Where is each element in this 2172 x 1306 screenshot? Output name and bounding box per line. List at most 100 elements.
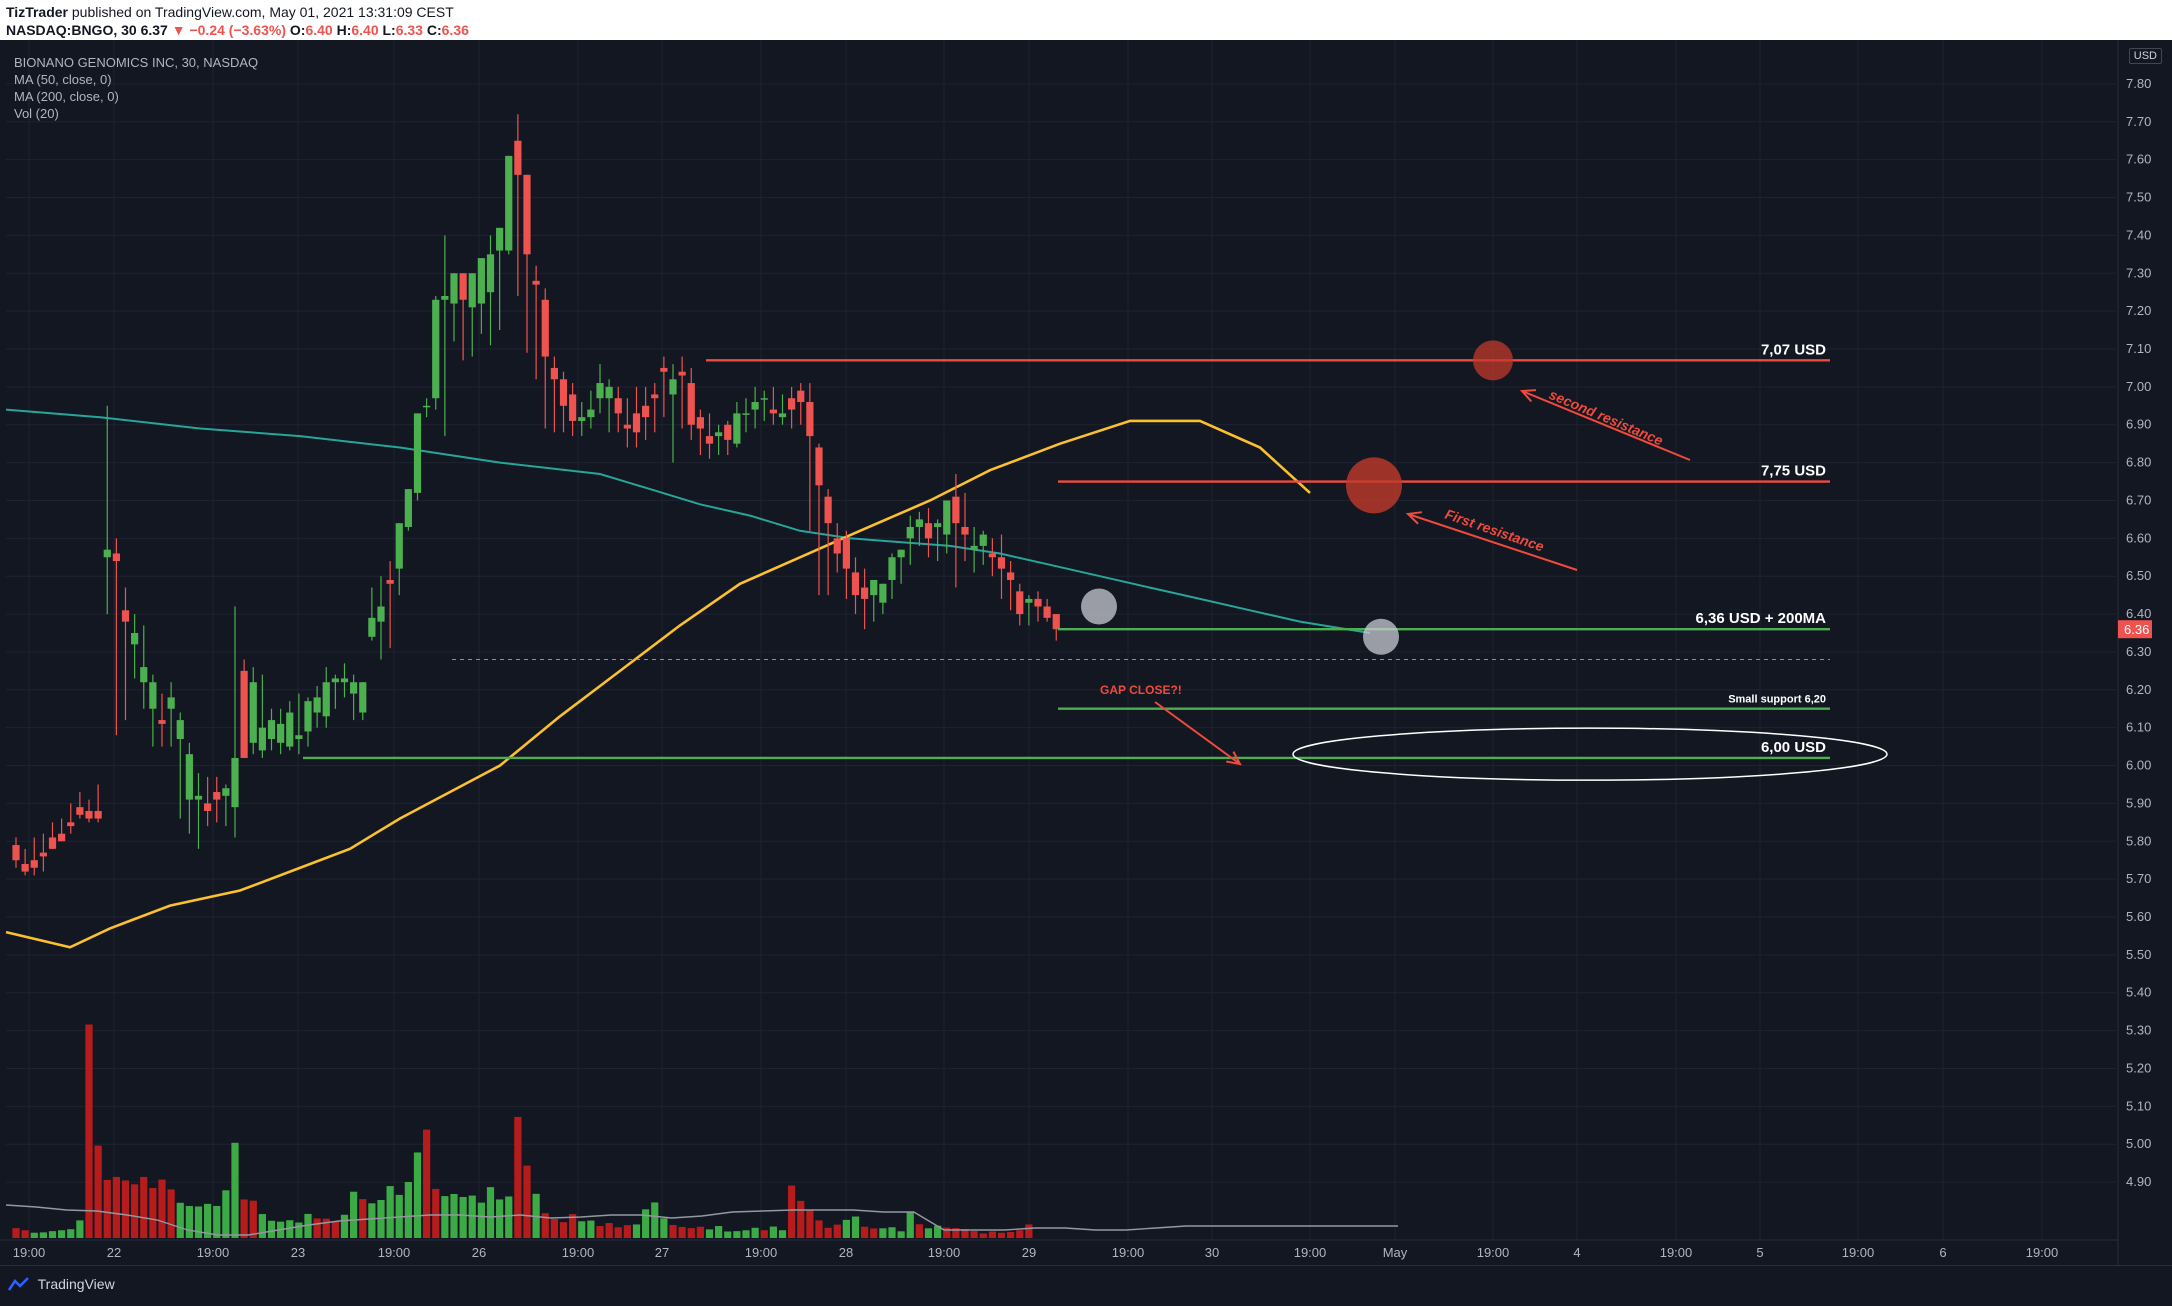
candle-body [204, 803, 212, 811]
volume-bar [870, 1228, 878, 1238]
volume-bar [258, 1214, 266, 1238]
legend-ma200[interactable]: MA (200, close, 0) [14, 89, 119, 104]
volume-bar [76, 1220, 84, 1238]
publisher-name[interactable]: TizTrader [6, 4, 68, 20]
candle-body [541, 299, 549, 357]
candle-body [979, 534, 987, 546]
price-tick-label: 5.20 [2126, 1060, 2151, 1075]
candle-body [742, 413, 750, 415]
candle-body [669, 379, 677, 395]
candle-body [915, 519, 923, 527]
chart-pane[interactable]: 4.90 5.00 5.10 5.20 5.30 5.40 5.50 5.60 5.70 5.80… [0, 40, 2172, 1265]
price-change: −0.24 (−3.63%) [189, 22, 286, 38]
volume-bar [915, 1224, 923, 1238]
second-resistance-arrow-head [1519, 389, 1537, 403]
time-tick-label: 19:00 [378, 1245, 411, 1260]
candle-body [797, 390, 805, 403]
candle-body [924, 523, 933, 539]
price-chart[interactable]: 4.90 5.00 5.10 5.20 5.30 5.40 5.50 5.60 5.70 5.80… [0, 40, 2172, 1265]
time-tick-label: 28 [839, 1245, 853, 1260]
ohlc-high-key: H: [336, 22, 352, 38]
support-touch-marker [1363, 618, 1399, 655]
price-tick-label: 7.30 [2126, 265, 2151, 280]
volume-bar [578, 1221, 586, 1238]
time-tick-label: 19:00 [2026, 1245, 2059, 1260]
candle-body [48, 837, 57, 849]
time-tick-label: 19:00 [1294, 1245, 1327, 1260]
candle-body [550, 367, 558, 380]
time-tick-label: 26 [472, 1245, 486, 1260]
price-tick-label: 5.60 [2126, 909, 2151, 924]
candle-body [632, 413, 641, 433]
candle-body [614, 398, 622, 414]
footer-bar: TradingView [0, 1265, 2172, 1306]
time-tick-label: 19:00 [1112, 1245, 1145, 1260]
volume-bar [468, 1195, 476, 1238]
volume-bar [331, 1221, 339, 1238]
candle-body [441, 295, 449, 300]
candle-body [121, 610, 130, 622]
candle-body [12, 845, 20, 861]
volume-bar [340, 1214, 349, 1238]
volume-bar [112, 1176, 120, 1238]
volume-bar [523, 1165, 531, 1238]
volume-bar [833, 1224, 841, 1238]
candle-body [286, 712, 294, 747]
candle-body [131, 633, 139, 645]
volume-bar [642, 1209, 650, 1238]
second-resistance-marker [1473, 340, 1513, 381]
volume-bar [505, 1196, 513, 1238]
publish-text: published on TradingView.com, May 01, 20… [71, 4, 454, 20]
candle-body [1016, 591, 1024, 615]
volume-bar [705, 1229, 714, 1238]
volume-bar [1025, 1224, 1033, 1238]
volume-bar [733, 1231, 741, 1238]
publish-header: TizTrader published on TradingView.com, … [0, 0, 2172, 40]
volume-bar [842, 1219, 850, 1238]
ohlc-close-value: 6.36 [441, 22, 469, 38]
volume-bar [952, 1228, 960, 1238]
volume-bar [715, 1226, 723, 1238]
volume-bar [687, 1228, 695, 1238]
ohlc-low-key: L: [382, 22, 396, 38]
volume-bar [943, 1227, 951, 1238]
candle-body [76, 807, 84, 815]
candle-body [870, 579, 878, 596]
volume-bar [304, 1213, 312, 1238]
volume-bar [231, 1142, 239, 1238]
gap-close-text: GAP CLOSE?! [1100, 683, 1182, 697]
currency-button[interactable]: USD [2128, 48, 2162, 64]
candle-body [486, 254, 495, 293]
volume-bar [249, 1200, 257, 1238]
candle-body [112, 553, 120, 562]
volume-bar [477, 1202, 485, 1238]
price-tick-label: 5.90 [2126, 795, 2151, 810]
last-price: 6.37 [140, 22, 168, 38]
ma50-line [5, 419, 1311, 949]
last-price-tag-label: 6.36 [2124, 622, 2149, 637]
candle-body [897, 549, 905, 558]
tradingview-logo[interactable]: TradingView [8, 1276, 115, 1292]
target-ellipse [1292, 727, 1888, 781]
candle-body [523, 174, 531, 255]
price-tick-label: 7.10 [2126, 341, 2151, 356]
candle-body [559, 379, 568, 406]
price-tick-label: 7.70 [2126, 114, 2151, 129]
candle-body [988, 553, 996, 558]
volume-bar [632, 1224, 641, 1238]
candle-body [39, 852, 47, 857]
ohlc-open-key: O: [289, 22, 306, 38]
volume-bar [12, 1228, 20, 1238]
time-axis: 19:00 22 19:00 23 19:00 26 19:00 27 19:00 28 19:00… [13, 1245, 2059, 1260]
legend-volume[interactable]: Vol (20) [14, 106, 59, 121]
candle-body [1025, 598, 1033, 603]
price-tick-label: 7.50 [2126, 190, 2151, 205]
candle-body [778, 413, 787, 418]
candles [12, 114, 1060, 876]
legend-ma50[interactable]: MA (50, close, 0) [14, 72, 112, 87]
price-tick-label: 6.40 [2126, 606, 2151, 621]
candle-body [760, 398, 768, 400]
volume-bar [386, 1186, 394, 1238]
candle-body [167, 697, 175, 709]
price-axis: 4.90 5.00 5.10 5.20 5.30 5.40 5.50 5.60 5.70 5.80… [2126, 76, 2151, 1189]
